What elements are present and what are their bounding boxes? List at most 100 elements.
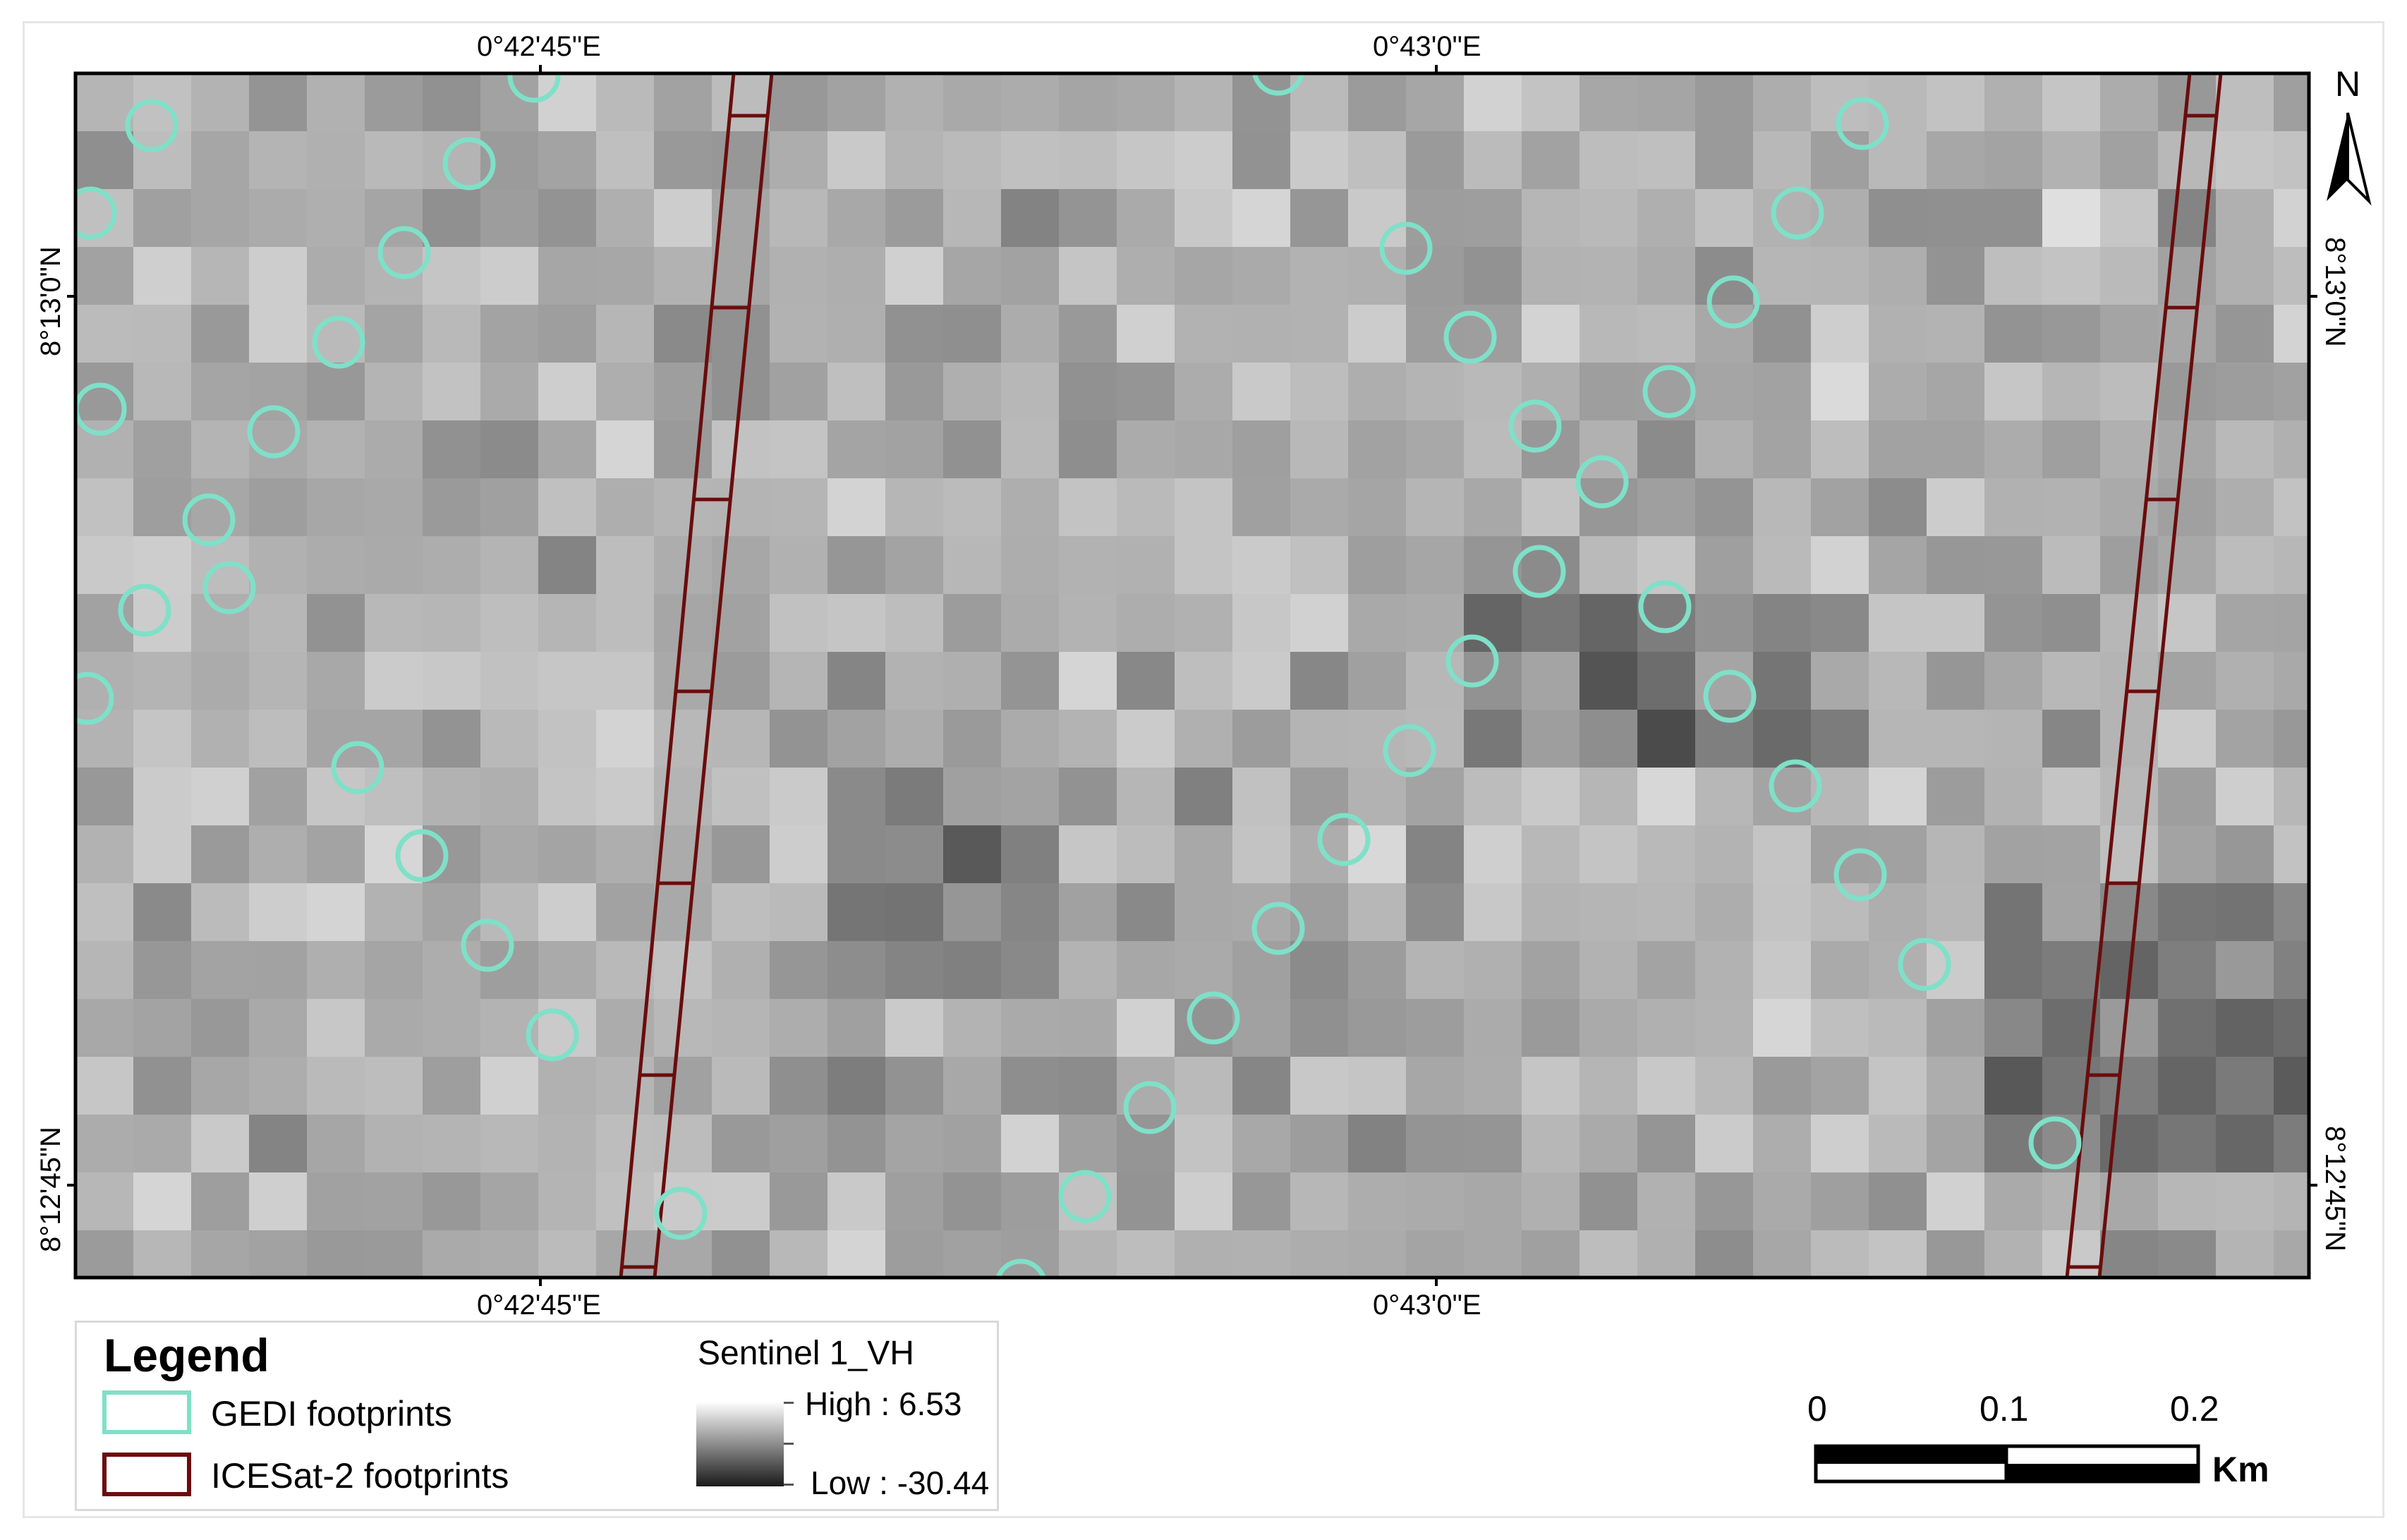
raster-cell [423,305,480,363]
raster-cell [480,189,538,247]
raster-cell [1406,652,1464,710]
raster-cell [1059,363,1117,420]
raster-cell [1348,1115,1406,1172]
raster-cell [885,305,943,363]
raster-cell [1869,478,1927,536]
raster-cell [1059,594,1117,652]
raster-cell [423,189,480,247]
raster-cell [2274,710,2309,768]
raster-cell [480,478,538,536]
raster-cell [1811,999,1869,1057]
raster-cell [712,1057,770,1115]
raster-cell [885,420,943,478]
raster-cell [1637,131,1695,189]
raster-cell [1695,131,1753,189]
gedi-footprint [1833,848,1887,902]
raster-cell [1984,652,2042,710]
raster-cell [1059,999,1117,1057]
raster-cell [1984,825,2042,883]
raster-cell [2274,536,2309,594]
raster-cell [1637,710,1695,768]
raster-cell [538,1172,596,1230]
raster-cell [1406,478,1464,536]
raster-cell [827,478,885,536]
raster-cell [365,1057,423,1115]
raster-cell [1927,999,1984,1057]
raster-cell [480,1172,538,1230]
raster-cell [943,768,1001,825]
raster-cell [885,189,943,247]
raster-cell [712,1230,770,1278]
raster-cell [538,768,596,825]
raster-cell [770,999,827,1057]
raster-cell [1637,1172,1695,1230]
raster-cell [654,131,712,189]
raster-cell [1117,999,1175,1057]
raster-cell [1811,305,1869,363]
raster-cell [1290,420,1348,478]
raster-cell [1175,1057,1232,1115]
raster-cell [2216,768,2274,825]
raster-cell [2100,305,2158,363]
raster-cell [1927,768,1984,825]
raster-cell [75,1230,133,1278]
raster-cell [1232,999,1290,1057]
gedi-footprint [654,1187,708,1240]
raster-cell [307,363,365,420]
raster-cell [1927,73,1984,131]
raster-cell [538,883,596,941]
raster-cell [827,131,885,189]
raster-cell [827,594,885,652]
raster-cell [1522,710,1580,768]
gedi-footprint [75,186,117,240]
raster-cell [1695,363,1753,420]
raster-cell [2216,1230,2274,1278]
raster-cell [1406,1115,1464,1172]
raster-cell [538,247,596,305]
raster-cell [827,305,885,363]
raster-cell [1695,1230,1753,1278]
raster-cell [133,1115,191,1172]
raster-cell [1406,131,1464,189]
raster-cell [1348,247,1406,305]
raster-cell [596,536,654,594]
raster-cell [2100,189,2158,247]
raster-cell [1811,768,1869,825]
raster-cell [770,247,827,305]
raster-cell [1984,1057,2042,1115]
raster-cell [2274,1057,2309,1115]
raster-cell [1869,420,1927,478]
raster-cell [1927,420,1984,478]
raster-cell [1117,652,1175,710]
raster-cell [1117,305,1175,363]
raster-cell [75,768,133,825]
raster-cell [365,1230,423,1278]
gedi-footprint [1771,186,1824,240]
raster-cell [885,883,943,941]
raster-cell [1753,131,1811,189]
raster-cell [943,883,1001,941]
raster-cell [191,825,249,883]
raster-cell [2042,536,2100,594]
raster-cell [1580,768,1637,825]
raster-cell [1117,710,1175,768]
gedi-footprint [312,315,365,369]
raster-cell [133,247,191,305]
raster-cell [712,710,770,768]
raster-cell [885,594,943,652]
raster-cell [1117,825,1175,883]
raster-cell [1175,652,1232,710]
raster-cell [2100,594,2158,652]
raster-cell [1580,73,1637,131]
raster-cell [596,363,654,420]
raster-cell [1001,536,1059,594]
raster-cell [654,652,712,710]
raster-cell [1464,768,1522,825]
raster-cell [1580,825,1637,883]
raster-cell [1869,247,1927,305]
raster-cell [2158,825,2216,883]
raster-cell [2158,305,2216,363]
raster-cell [1348,1172,1406,1230]
raster-cell [307,478,365,536]
